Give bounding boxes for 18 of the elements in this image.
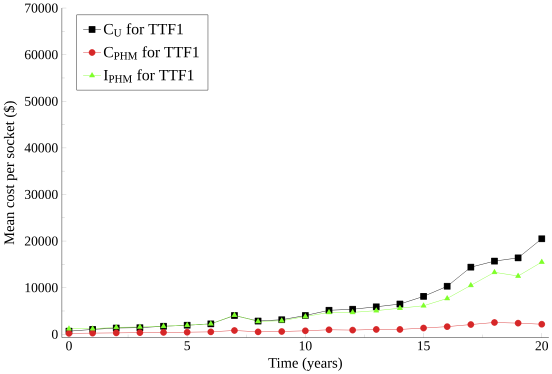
x-tick-label: 10 bbox=[300, 341, 312, 350]
legend-label: C$_{PHM}$ for TTF1 bbox=[104, 46, 199, 60]
y-tick-label: 30000 bbox=[24, 190, 58, 199]
y-tick-label: 10000 bbox=[26, 282, 58, 292]
y-tick-label: 0 bbox=[52, 330, 58, 339]
x-tick-label: 0 bbox=[66, 341, 72, 350]
x-axis-title: Time (years) bbox=[268, 357, 342, 371]
legend-label: C$_{U}$ for TTF1 bbox=[104, 23, 183, 36]
x-tick-label: 20 bbox=[536, 341, 548, 350]
y-tick-label: 50000 bbox=[25, 96, 58, 106]
y-tick-label: 40000 bbox=[24, 143, 58, 152]
y-tick-label: 20000 bbox=[24, 236, 58, 246]
x-tick-label: 15 bbox=[418, 341, 430, 350]
y-tick-label: 70000 bbox=[25, 3, 58, 12]
y-tick-label: 60000 bbox=[24, 50, 58, 60]
y-axis-title: Mean cost per socket ($) bbox=[3, 101, 18, 244]
legend-label: I$_{PHM}$ for TTF1 bbox=[104, 69, 194, 82]
x-tick-label: 5 bbox=[184, 341, 190, 350]
